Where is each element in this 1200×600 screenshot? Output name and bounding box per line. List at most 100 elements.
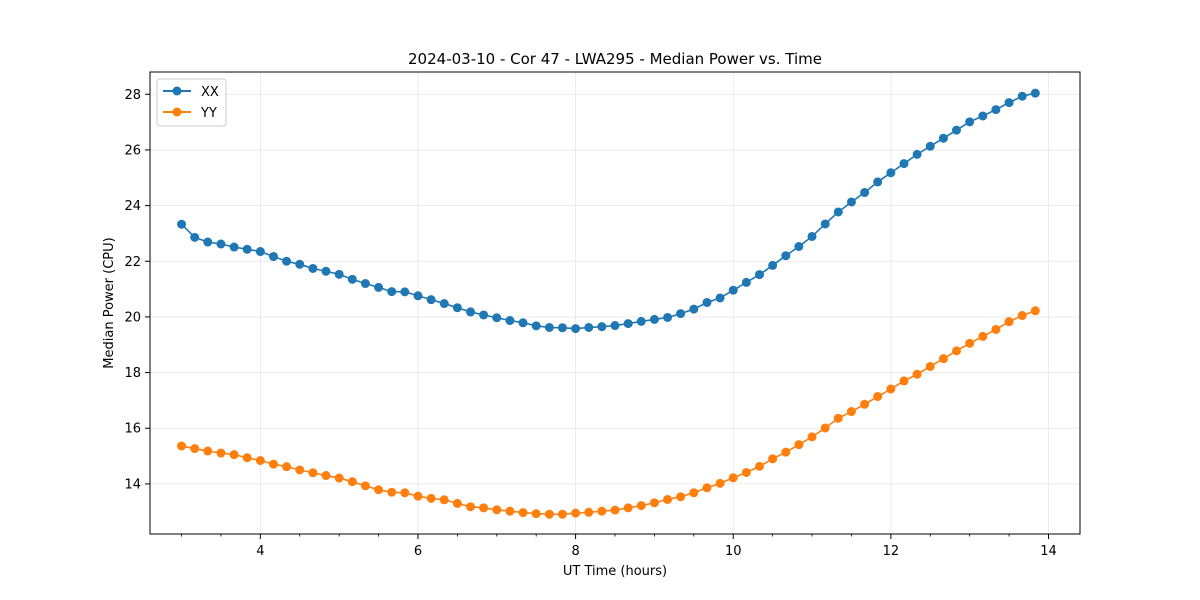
data-point-yy: [741, 467, 751, 477]
data-point-yy: [715, 478, 725, 488]
series-layer: [177, 88, 1040, 519]
data-point-yy: [557, 509, 567, 519]
data-point-xx: [952, 125, 961, 135]
data-point-xx: [255, 247, 265, 257]
data-point-yy: [413, 491, 423, 501]
data-point-xx: [807, 231, 817, 241]
data-point-xx: [177, 219, 187, 229]
data-point-xx: [781, 251, 791, 261]
data-point-yy: [649, 498, 659, 508]
data-point-yy: [466, 502, 476, 512]
data-point-xx: [965, 117, 975, 127]
y-tick-label: 24: [124, 199, 141, 214]
data-point-xx: [833, 207, 843, 217]
data-point-yy: [689, 488, 699, 498]
y-tick-label: 20: [124, 310, 141, 325]
data-point-xx: [741, 277, 751, 287]
data-point-xx: [794, 242, 804, 251]
data-point-xx: [334, 269, 344, 279]
data-point-xx: [663, 312, 673, 322]
data-point-xx: [360, 279, 370, 289]
data-point-yy: [216, 448, 226, 458]
data-point-yy: [400, 488, 410, 498]
data-point-yy: [242, 453, 252, 463]
data-point-yy: [255, 456, 265, 466]
data-point-yy: [754, 461, 764, 471]
data-point-xx: [676, 309, 686, 319]
y-tick-label: 28: [124, 88, 141, 103]
y-tick-label: 18: [124, 366, 141, 381]
y-tick-label: 22: [124, 255, 141, 270]
data-point-xx: [229, 242, 239, 252]
data-point-yy: [360, 481, 370, 491]
data-point-xx: [978, 111, 988, 121]
data-point-yy: [190, 444, 200, 454]
data-point-yy: [938, 354, 948, 364]
data-point-xx: [820, 219, 830, 229]
data-point-yy: [229, 450, 239, 460]
x-tick-label: 6: [414, 544, 422, 559]
data-point-xx: [1004, 98, 1014, 108]
data-point-xx: [557, 323, 567, 333]
data-point-xx: [308, 263, 318, 273]
data-point-yy: [833, 413, 843, 423]
y-tick-label: 26: [124, 143, 141, 158]
data-point-xx: [597, 322, 607, 332]
data-point-yy: [899, 376, 909, 386]
data-point-xx: [715, 293, 725, 303]
data-point-yy: [912, 369, 922, 379]
data-point-yy: [623, 503, 633, 513]
data-point-yy: [965, 338, 975, 348]
data-point-xx: [649, 314, 659, 324]
data-point-yy: [702, 483, 712, 493]
data-point-xx: [374, 282, 384, 292]
data-point-xx: [912, 149, 922, 159]
data-point-xx: [571, 324, 581, 334]
data-point-xx: [1030, 88, 1040, 98]
data-point-yy: [584, 507, 594, 517]
data-point-xx: [689, 304, 699, 314]
data-point-yy: [1017, 311, 1027, 321]
data-point-xx: [387, 287, 397, 297]
data-point-yy: [544, 509, 554, 519]
x-axis-label: UT Time (hours): [563, 564, 667, 579]
data-point-yy: [597, 506, 607, 516]
data-point-yy: [308, 468, 318, 478]
data-point-yy: [571, 508, 581, 518]
data-point-yy: [728, 473, 738, 483]
data-point-yy: [321, 471, 331, 481]
data-point-yy: [1030, 306, 1040, 316]
data-point-xx: [505, 316, 515, 326]
data-point-xx: [531, 321, 541, 331]
data-point-yy: [518, 508, 528, 518]
data-point-yy: [991, 324, 1001, 334]
data-point-yy: [860, 399, 870, 409]
y-tick-label: 14: [124, 477, 141, 492]
data-point-xx: [466, 307, 476, 317]
data-point-yy: [873, 392, 883, 402]
data-point-xx: [295, 259, 305, 269]
data-point-xx: [400, 287, 410, 297]
data-point-yy: [531, 509, 541, 519]
data-point-xx: [873, 177, 883, 187]
y-axis-ticks: 14 16 18 20 22 24 26 28: [124, 88, 150, 492]
data-point-yy: [663, 494, 673, 504]
data-point-xx: [544, 322, 554, 332]
data-point-xx: [1017, 91, 1027, 101]
data-point-yy: [952, 346, 961, 356]
data-point-yy: [452, 498, 462, 508]
data-point-xx: [216, 239, 226, 249]
legend-label-xx: XX: [201, 85, 219, 100]
data-point-xx: [492, 313, 502, 323]
data-point-yy: [820, 423, 830, 433]
data-point-yy: [925, 361, 935, 371]
data-point-xx: [518, 318, 528, 328]
data-point-yy: [269, 459, 278, 469]
data-point-yy: [636, 501, 646, 511]
chart-title: 2024-03-10 - Cor 47 - LWA295 - Median Po…: [408, 50, 822, 68]
data-point-yy: [768, 454, 778, 464]
y-tick-label: 16: [124, 422, 141, 437]
grid: [150, 72, 1080, 534]
data-point-xx: [899, 159, 909, 169]
data-point-yy: [676, 492, 686, 502]
